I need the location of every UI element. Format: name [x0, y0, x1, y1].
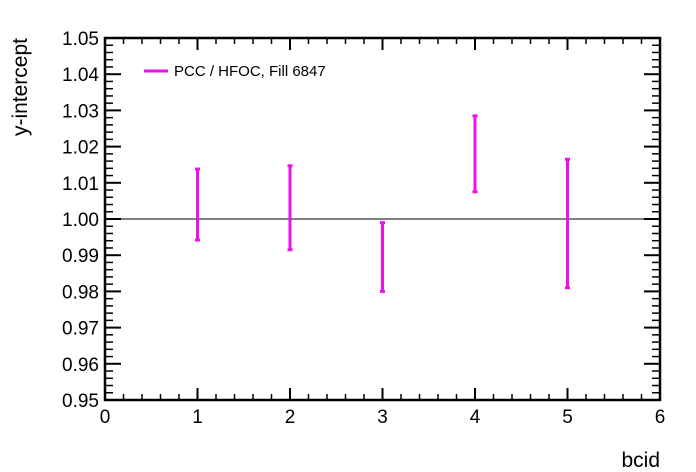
legend-label: PCC / HFOC, Fill 6847	[174, 63, 326, 80]
y-tick-label: 1.00	[62, 210, 99, 231]
error-bar	[287, 164, 293, 252]
error-bar	[565, 157, 570, 290]
x-tick-label: 6	[655, 407, 666, 428]
minor-ticks	[105, 38, 660, 400]
y-tick-labels: 0.95 0.96 0.97 0.98 0.99 1.00 1.01 1.02 1.03 1.04…	[62, 29, 99, 412]
y-axis-title: y-intercept	[9, 38, 32, 136]
error-bar	[472, 114, 478, 194]
legend: PCC / HFOC, Fill 6847	[144, 63, 326, 80]
error-bar	[195, 167, 200, 242]
x-tick-label: 2	[285, 407, 296, 428]
y-tick-label: 0.97	[62, 319, 99, 340]
x-tick-label: 0	[100, 407, 111, 428]
x-tick-label: 1	[192, 407, 203, 428]
x-tick-label: 3	[377, 407, 388, 428]
x-axis-title: bcid	[621, 449, 660, 472]
y-tick-label: 0.98	[62, 282, 99, 303]
y-tick-label: 1.05	[62, 29, 99, 50]
y-tick-label: 0.95	[62, 391, 99, 412]
y-tick-label: 1.03	[62, 101, 99, 122]
y-tick-label: 0.96	[62, 355, 99, 376]
y-tick-label: 1.01	[62, 174, 99, 195]
x-tick-labels: 0 1 2 3 4 5 6	[100, 407, 666, 428]
x-tick-label: 5	[562, 407, 573, 428]
y-tick-label: 0.99	[62, 246, 99, 267]
y-tick-label: 1.02	[62, 138, 99, 159]
y-tick-label: 1.04	[62, 65, 99, 86]
error-bar	[380, 221, 385, 293]
plot-frame	[103, 36, 662, 402]
error-bars	[195, 114, 570, 293]
x-tick-label: 4	[470, 407, 481, 428]
